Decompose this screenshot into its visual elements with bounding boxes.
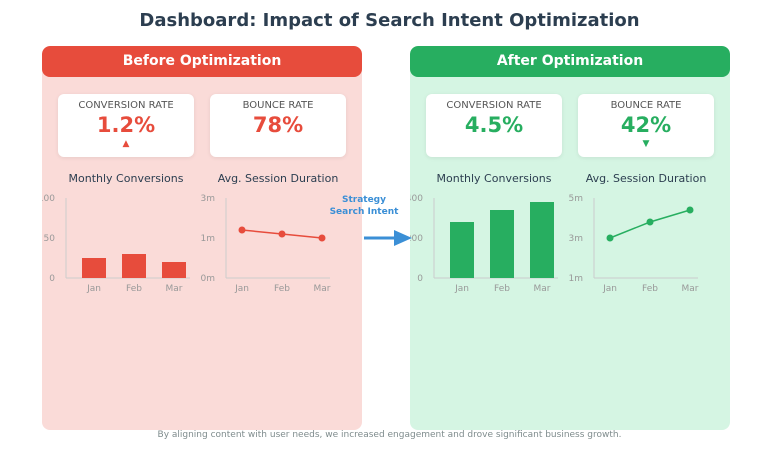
x-tick-label: Jan: [86, 284, 101, 294]
arrow-right-icon: [364, 230, 412, 246]
chart-title: Avg. Session Duration: [585, 172, 707, 185]
bar-mar: [162, 262, 186, 278]
dashboard-title: Dashboard: Impact of Search Intent Optim…: [139, 10, 640, 31]
y-tick-label: 5m: [569, 194, 584, 204]
y-tick-label: 200: [410, 234, 423, 244]
x-tick-label: Mar: [314, 284, 331, 294]
point-feb: [278, 230, 286, 238]
bar-jan: [82, 258, 106, 278]
strategy-label: Strategy Search Intent: [324, 194, 404, 218]
triangle-down-icon: ▼: [642, 139, 650, 149]
after-conversion-card: CONVERSION RATE 4.5%: [426, 94, 562, 157]
kpi-label: CONVERSION RATE: [446, 100, 542, 111]
kpi-value: 1.2%: [96, 113, 156, 137]
y-tick-label: 0: [49, 274, 55, 284]
point-mar: [318, 234, 326, 242]
before-conversion-card: CONVERSION RATE 1.2% ▲: [58, 94, 194, 157]
bar-mar: [530, 202, 554, 278]
x-tick-label: Mar: [682, 284, 699, 294]
x-tick-label: Feb: [642, 284, 658, 294]
strategy-text: Strategy: [341, 195, 386, 205]
bar-jan: [450, 222, 474, 278]
y-tick-label: 100: [42, 194, 55, 204]
chart-title: Avg. Session Duration: [217, 172, 339, 185]
y-tick-label: 3m: [569, 234, 584, 244]
y-tick-label: 3m: [201, 194, 216, 204]
footer-text: By aligning content with user needs, we …: [157, 430, 622, 440]
before-charts: 0 50 100 Jan Feb Mar 0m 1m 3m Jan Feb Mar: [42, 194, 331, 294]
y-tick-label: 400: [410, 194, 423, 204]
triangle-up-icon: ▲: [122, 139, 130, 149]
kpi-value: 42%: [620, 113, 672, 137]
kpi-value: 78%: [252, 113, 304, 137]
after-panel: After Optimization CONVERSION RATE 4.5% …: [410, 46, 730, 430]
before-panel: Before Optimization CONVERSION RATE 1.2%…: [42, 46, 362, 430]
x-tick-label: Feb: [274, 284, 290, 294]
x-tick-label: Feb: [494, 284, 510, 294]
x-tick-label: Jan: [234, 284, 249, 294]
bar-feb: [490, 210, 514, 278]
x-tick-label: Jan: [454, 284, 469, 294]
point-jan: [238, 226, 246, 234]
kpi-label: BOUNCE RATE: [242, 100, 314, 111]
bar-feb: [122, 254, 146, 278]
kpi-value: 4.5%: [464, 113, 524, 137]
after-charts: 0 200 400 Jan Feb Mar 1m 3m 5m Jan Feb Mar: [410, 194, 699, 294]
search-intent-text: Search Intent: [329, 207, 399, 217]
point-jan: [606, 234, 614, 242]
kpi-label: CONVERSION RATE: [78, 100, 174, 111]
x-tick-label: Mar: [166, 284, 183, 294]
chart-title: Monthly Conversions: [68, 172, 184, 185]
y-tick-label: 1m: [201, 234, 216, 244]
x-tick-label: Mar: [534, 284, 551, 294]
y-tick-label: 0m: [201, 274, 216, 284]
x-tick-label: Jan: [602, 284, 617, 294]
chart-title: Monthly Conversions: [436, 172, 552, 185]
before-header: Before Optimization: [42, 46, 362, 77]
y-tick-label: 1m: [569, 274, 584, 284]
y-tick-label: 0: [417, 274, 423, 284]
before-bounce-card: BOUNCE RATE 78%: [210, 94, 346, 157]
y-tick-label: 50: [44, 234, 56, 244]
point-mar: [686, 206, 694, 214]
point-feb: [646, 218, 654, 226]
after-header: After Optimization: [410, 46, 730, 77]
after-bounce-card: BOUNCE RATE 42% ▼: [578, 94, 714, 157]
kpi-label: BOUNCE RATE: [610, 100, 682, 111]
x-tick-label: Feb: [126, 284, 142, 294]
